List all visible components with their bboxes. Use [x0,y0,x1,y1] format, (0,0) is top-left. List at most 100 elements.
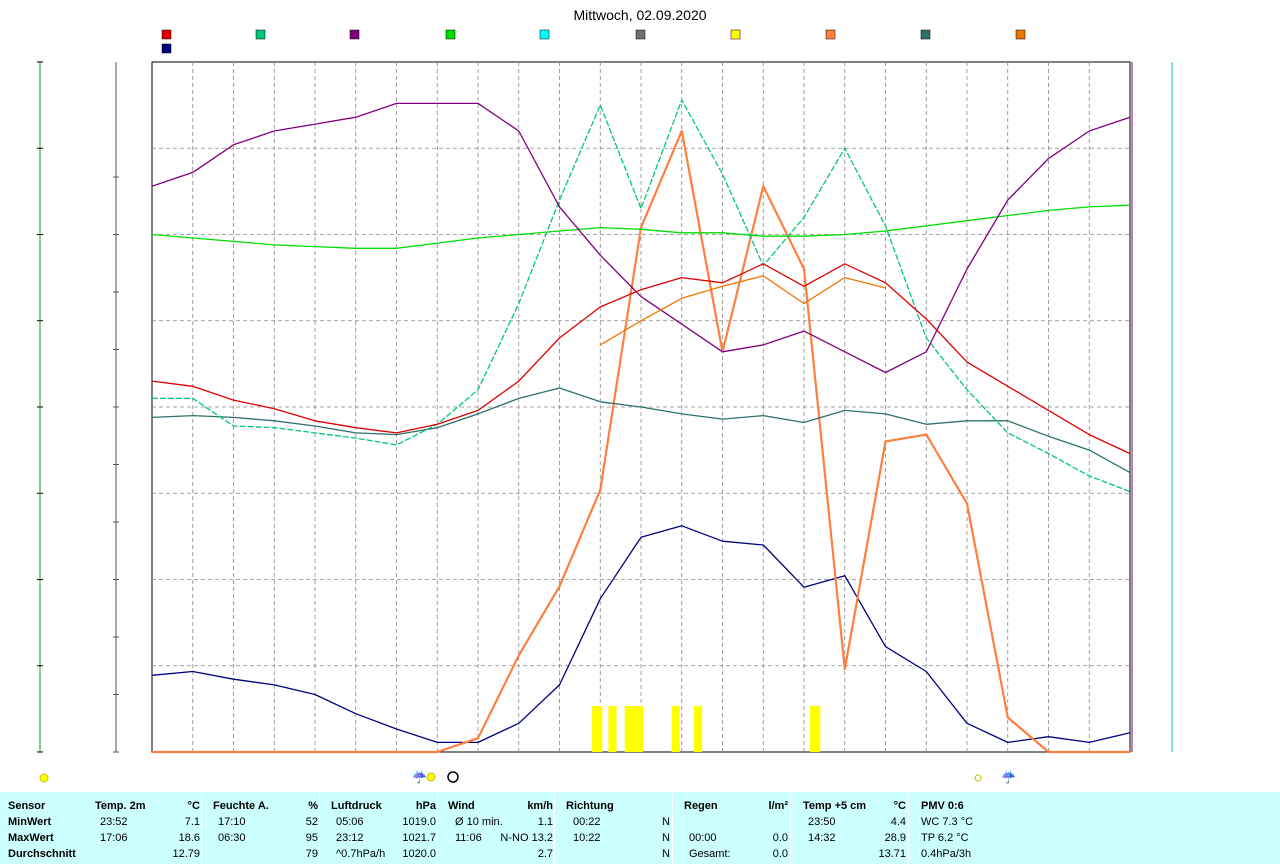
sunshine-bar [810,706,821,752]
table-header-unit: km/h [527,800,553,812]
table-header: Temp +5 cm [803,800,867,812]
weather-chart: Mittwoch, 02.09.2020 ☔ ☔ [37,7,1173,784]
sunshine-bar [592,706,603,752]
table-header: Feuchte A. [213,800,269,812]
pmv-value: TP 6.2 °C [921,832,969,844]
table-divider [672,794,673,864]
humidity-value: 95 [305,832,318,844]
sunrise-icon [39,773,49,783]
table-divider [437,794,438,864]
series-line-windboeen [151,525,1131,744]
legend-swatch-taupunkt [920,29,931,40]
legend-swatch-regen [539,29,550,40]
table-header: Luftdruck [331,800,382,812]
table-header-unit: °C [893,800,906,812]
table-header-unit: hPa [415,800,436,812]
humidity-value: 52 [305,816,318,828]
direction-value: N [662,832,670,844]
series-line-taupunkt [151,387,1131,474]
chart-legend [161,29,1026,54]
chart-series [151,99,1131,754]
series-line-windchill [599,275,886,346]
legend-swatch-sonnenschein [730,29,741,40]
legend-swatch-luftdruck [445,29,456,40]
table-divider [319,794,320,864]
pressure-time: 23:12 [336,832,364,844]
series-line-luftdruck [151,204,1131,249]
temp-value: 18.6 [178,832,200,844]
t5-value: 28.9 [884,832,906,844]
pmv-value: WC 7.3 °C [921,816,974,828]
table-header-unit: °C [187,800,200,812]
temp-value: 7.1 [184,816,200,828]
pressure-value: 1021.7 [402,832,436,844]
pressure-value: 1019.0 [402,816,436,828]
table-header: Sensor [8,800,46,812]
moon-icon [447,771,459,783]
table-header: Temp. 2m [95,800,146,812]
legend-swatch-richtung [635,29,646,40]
sunshine-bar [624,706,644,752]
humidity-time: 06:30 [218,832,246,844]
legend-swatch-windboeen [161,43,172,54]
wind-value: N-NO 13.2 [500,832,553,844]
rain-time: Gesamt: [689,848,731,860]
temp-time: 17:06 [100,832,128,844]
direction-value: N [662,848,670,860]
direction-value: N [662,816,670,828]
wind-value: 2.7 [537,848,553,860]
table-row-label: MaxWert [8,832,54,844]
sunshine-bar [693,706,703,752]
series-line-temp2m [151,263,1131,455]
t5-value: 13.71 [878,848,906,860]
sunshine-bar [608,706,617,752]
rain-value: 0.0 [772,832,788,844]
t5-value: 4.4 [890,816,906,828]
t5-time: 23:50 [808,816,836,828]
direction-time: 00:22 [573,816,601,828]
wind-detail: 11:06 [455,832,482,844]
chart-grid [39,61,1173,753]
series-line-temp5cm [152,99,1131,493]
sunshine-bar [671,706,680,752]
pressure-time: 05:06 [336,816,364,828]
temp-time: 23:52 [100,816,128,828]
humidity-time: 17:10 [218,816,246,828]
table-row-label: Durchschnitt [8,848,76,860]
rain-time: 00:00 [689,832,717,844]
pressure-value: 1020.0 [402,848,436,860]
table-header: PMV 0:6 [921,800,964,812]
table-header: Richtung [566,800,614,812]
axis-ticks [37,61,119,753]
rain-warning-icon-2: ☔ [1001,769,1016,784]
table-header: Regen [684,800,718,812]
legend-swatch-temp5cm [255,29,266,40]
sun-icon [426,772,436,782]
table-header-unit: l/m² [768,800,788,812]
legend-swatch-windchill [1015,29,1026,40]
sunset-icon [974,774,982,782]
t5-time: 14:32 [808,832,836,844]
series-line-solar [152,129,1130,754]
humidity-value: 79 [305,848,318,860]
wind-detail: Ø 10 min. [455,816,503,828]
table-row-label: MinWert [8,816,52,828]
legend-swatch-solar [825,29,836,40]
direction-time: 10:22 [573,832,601,844]
statistics-table: Sensor Temp. 2m °C Feuchte A.% Luftdruck hPa W… [0,792,1280,864]
pmv-value: 0.4hPa/3h [921,848,972,860]
rain-value: 0.0 [772,848,788,860]
table-header-unit: % [308,800,318,812]
chart-title: Mittwoch, 02.09.2020 [573,7,706,23]
rain-warning-icon: ☔ [412,769,427,784]
table-divider [790,794,791,864]
table-divider [201,794,202,864]
wind-value: 1.1 [537,816,553,828]
table-header: Wind [448,800,475,812]
pressure-time: ^0.7hPa/h [336,848,386,860]
temp-value: 12.79 [172,848,200,860]
weather-icons: ☔ ☔ [39,769,1016,784]
legend-swatch-feuchte [349,29,360,40]
legend-swatch-temp2m [161,29,172,40]
series-line-feuchte [151,102,1131,374]
